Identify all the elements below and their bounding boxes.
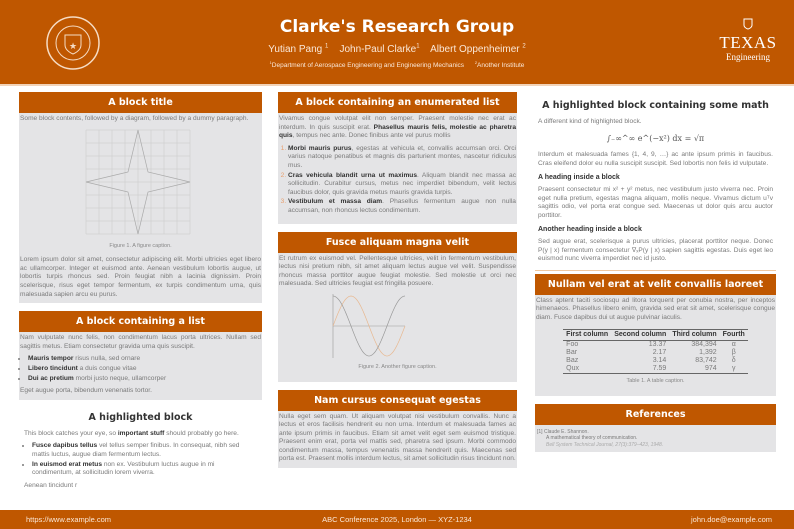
block-text: Praesent consectetur mi x² + y² metus, n… — [538, 185, 773, 219]
poster-footer: https://www.example.com ABC Conference 2… — [0, 510, 794, 529]
table-row: Foo 13.37 384,394 α — [566, 341, 736, 349]
list-block: A block containing a list Nam vulputate … — [19, 311, 262, 400]
bullet-list: Mauris tempor risus nulla, sed ornare Li… — [28, 355, 261, 383]
svg-text:★: ★ — [69, 41, 77, 51]
sine-curve — [332, 295, 406, 357]
block-heading: A highlighted block containing some math — [542, 100, 769, 111]
bullet-list: Fusce dapibus tellus vel tellus semper f… — [32, 442, 254, 477]
subheading: A heading inside a block — [538, 174, 620, 182]
table-row: Qux 7.59 974 γ — [563, 365, 748, 375]
block-text: Some block contents, followed by a diagr… — [20, 115, 249, 122]
email-link[interactable]: john.doe@example.com — [691, 515, 772, 524]
list-item: Cras vehicula blandit urna ut maximus. A… — [288, 172, 516, 198]
author: John-Paul Clarke1 — [339, 44, 420, 56]
block-title-block: A block title Some block contents, follo… — [19, 92, 262, 304]
column-2: A block containing an enumerated list Vi… — [278, 92, 517, 476]
list-item: In euismod erat metus non ex. Vestibulum… — [32, 461, 254, 478]
poster-header: ★ Clarke's Research Group Yutian Pang 1 … — [0, 0, 794, 84]
block-text: Class aptent taciti sociosqu ad litora t… — [536, 296, 775, 321]
star-diagram — [85, 129, 191, 234]
texas-engineering-logo: TEXAS Engineering — [718, 18, 778, 62]
block-text: Nam vulputate nunc felis, non condimentu… — [20, 334, 261, 350]
figure-caption: Figure 1. A figure caption. — [109, 242, 172, 249]
figure-caption: Figure 2. Another figure caption. — [358, 363, 437, 370]
website-link[interactable]: https://www.example.com — [26, 515, 112, 524]
header-divider — [0, 84, 794, 86]
block-text: Nulla eget sem quam. Ut aliquam volutpat… — [279, 412, 516, 463]
list-item: Fusce dapibus tellus vel tellus semper f… — [32, 442, 254, 459]
block-text: Vivamus congue volutpat elit non semper.… — [279, 115, 516, 140]
block-text: Interdum et malesuada fames {1, 4, 9, …}… — [538, 151, 773, 167]
list-item: Vestibulum et massa diam. Phasellus ferm… — [288, 198, 516, 215]
block-text: A different kind of highlighted block. — [538, 118, 642, 125]
column-1: A block title Some block contents, follo… — [19, 92, 262, 495]
block-text: This block catches your eye, so importan… — [24, 429, 239, 437]
highlighted-block: A highlighted block This block catches y… — [19, 407, 262, 495]
table-block: Nullam vel erat at velit convallis laore… — [535, 273, 776, 396]
block-heading: A block containing a list — [19, 311, 262, 333]
block-heading: Nullam vel erat at velit convallis laore… — [535, 273, 776, 295]
conference-info: ABC Conference 2025, London — XYZ-1234 — [322, 515, 472, 524]
affiliations: 1Department of Aerospace Engineering and… — [269, 59, 525, 70]
table-row: Baz 3.14 83,742 δ — [566, 357, 736, 365]
tower-icon — [743, 18, 753, 30]
cosine-curve — [332, 295, 406, 357]
numbered-list: Morbi mauris purus, egestas at vehicula … — [288, 145, 516, 216]
author: Yutian Pang 1 — [268, 44, 329, 56]
subheading: Another heading inside a block — [538, 226, 642, 234]
block-heading: A block containing an enumerated list — [278, 92, 517, 113]
authors: Yutian Pang 1 John-Paul Clarke1 Albert O… — [0, 43, 794, 55]
block-heading: References — [535, 403, 776, 425]
table-row: Bar 2.17 1,392 β — [566, 349, 736, 357]
math-block: A highlighted block containing some math… — [535, 96, 776, 271]
reference-entry: [1] Claude E. Shannon. A mathematical th… — [537, 428, 664, 448]
list-item: Libero tincidunt a duis congue vitae — [28, 365, 261, 374]
list-item: Mauris tempor risus nulla, sed ornare — [28, 355, 261, 364]
sine-cosine-plot — [332, 293, 406, 358]
university-seal-logo: ★ — [46, 16, 100, 70]
nam-cursus-block: Nam cursus consequat egestas Nulla eget … — [278, 389, 517, 469]
fusce-block: Fusce aliquam magna velit Et rutrum ex e… — [278, 231, 517, 382]
block-heading: A highlighted block — [88, 411, 193, 423]
data-table: First column Second column Third column Fou… — [563, 328, 748, 375]
author: Albert Oppenheimer 2 — [430, 44, 526, 56]
equation: ∫₋∞^∞ e^(−x²) dx = √π — [606, 133, 705, 143]
list-item: Dui ac pretium morbi justo neque, ullamc… — [28, 375, 261, 384]
block-text: Sed augue erat, scelerisque a purus ultr… — [538, 237, 773, 263]
references-block: References [1] Claude E. Shannon. A math… — [535, 403, 776, 453]
block-heading: A block title — [19, 92, 262, 113]
table-caption: Table 1. A table caption. — [626, 378, 685, 385]
block-heading: Nam cursus consequat egestas — [278, 389, 517, 411]
block-heading: Fusce aliquam magna velit — [278, 231, 517, 253]
poster-title: Clarke's Research Group — [279, 17, 515, 37]
block-text: Eget augue porta, bibendum venenatis tor… — [20, 387, 152, 395]
block-text: Aenean tincidunt r — [24, 481, 78, 489]
block-text: Lorem ipsum dolor sit amet, consectetur … — [20, 256, 261, 298]
block-text: Et rutrum ex euismod vel. Pellentesque u… — [279, 254, 516, 288]
enumerated-list-block: A block containing an enumerated list Vi… — [278, 92, 517, 224]
column-3: A highlighted block containing some math… — [535, 92, 776, 460]
list-item: Morbi mauris purus, egestas at vehicula … — [288, 145, 516, 171]
